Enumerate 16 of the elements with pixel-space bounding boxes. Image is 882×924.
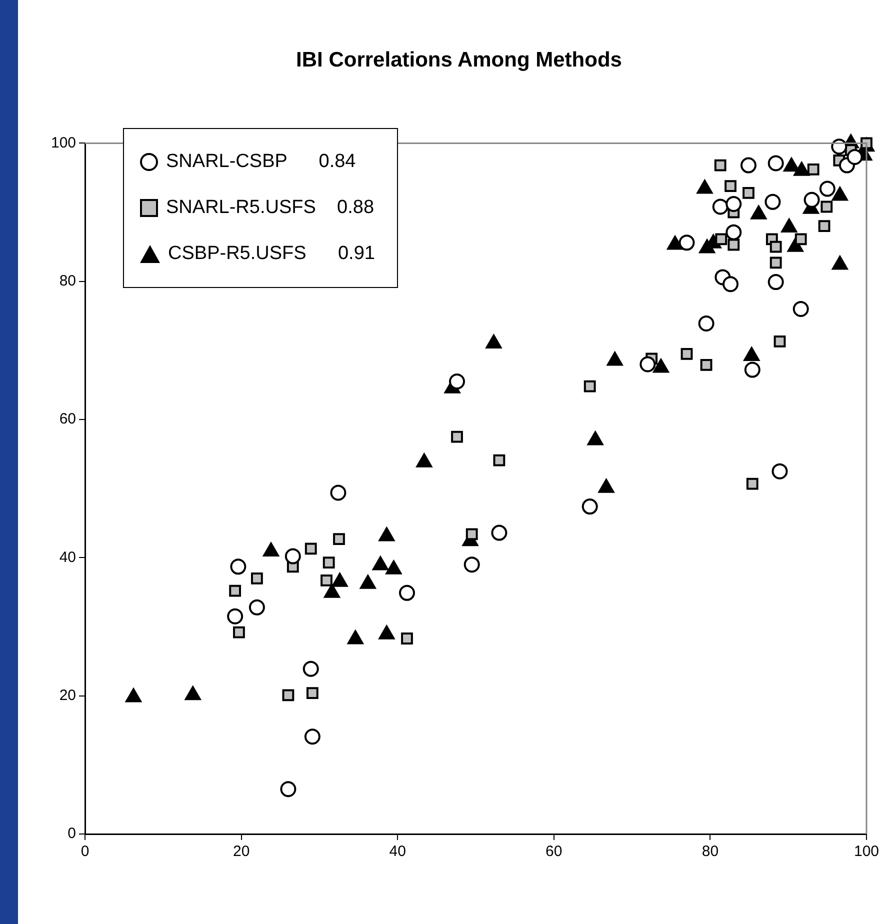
- y-tick-label: 60: [59, 410, 76, 428]
- x-tick-label: 20: [232, 843, 250, 860]
- legend-label: CSBP-R5.USFS 0.91: [168, 243, 375, 265]
- x-tick-label: 0: [80, 843, 90, 860]
- y-tick-label: 100: [50, 134, 76, 152]
- y-tick-label: 20: [59, 686, 76, 704]
- x-tick-label: 40: [389, 843, 406, 860]
- legend-label: SNARL-R5.USFS 0.88: [166, 197, 374, 219]
- y-tick-label: 40: [59, 548, 76, 566]
- chart-title: IBI Correlations Among Methods: [296, 48, 622, 72]
- x-tick-label: 100: [854, 843, 879, 860]
- y-tick-label: 80: [59, 272, 76, 290]
- x-tick-label: 80: [702, 843, 719, 860]
- x-tick-label: 60: [546, 843, 562, 860]
- y-tick-label: 0: [68, 825, 76, 842]
- legend-label: SNARL-CSBP 0.84: [166, 151, 356, 173]
